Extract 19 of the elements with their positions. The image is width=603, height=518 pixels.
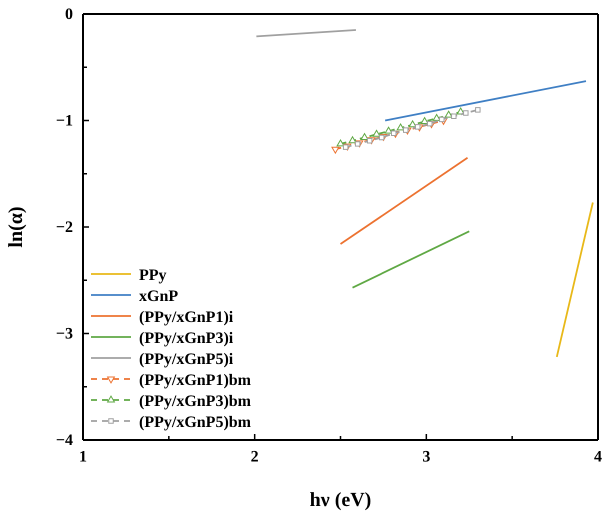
x-tick-label: 3	[422, 448, 430, 466]
legend-label: (PPy/xGnP1)bm	[139, 372, 252, 389]
legend-label: (PPy/xGnP3)bm	[139, 393, 252, 410]
y-tick-label: 0	[65, 6, 73, 24]
x-tick-label: 1	[79, 448, 87, 466]
y-tick-label: −1	[56, 112, 73, 130]
legend-label: xGnP	[139, 288, 178, 305]
y-axis-title: ln(α)	[5, 206, 27, 248]
x-axis-title: hν (eV)	[310, 489, 372, 511]
y-tick-label: −2	[56, 219, 73, 236]
x-tick-label: 4	[594, 448, 602, 466]
legend-label: (PPy/xGnP5)bm	[139, 414, 252, 431]
legend-label: PPy	[139, 267, 167, 284]
legend-label: (PPy/xGnP3)i	[139, 330, 234, 347]
legend-label: (PPy/xGnP1)i	[139, 309, 234, 326]
x-tick-label: 2	[250, 448, 259, 466]
y-tick-label: −4	[56, 432, 73, 450]
legend-label: (PPy/xGnP5)i	[139, 351, 234, 368]
y-tick-label: −3	[56, 326, 73, 343]
